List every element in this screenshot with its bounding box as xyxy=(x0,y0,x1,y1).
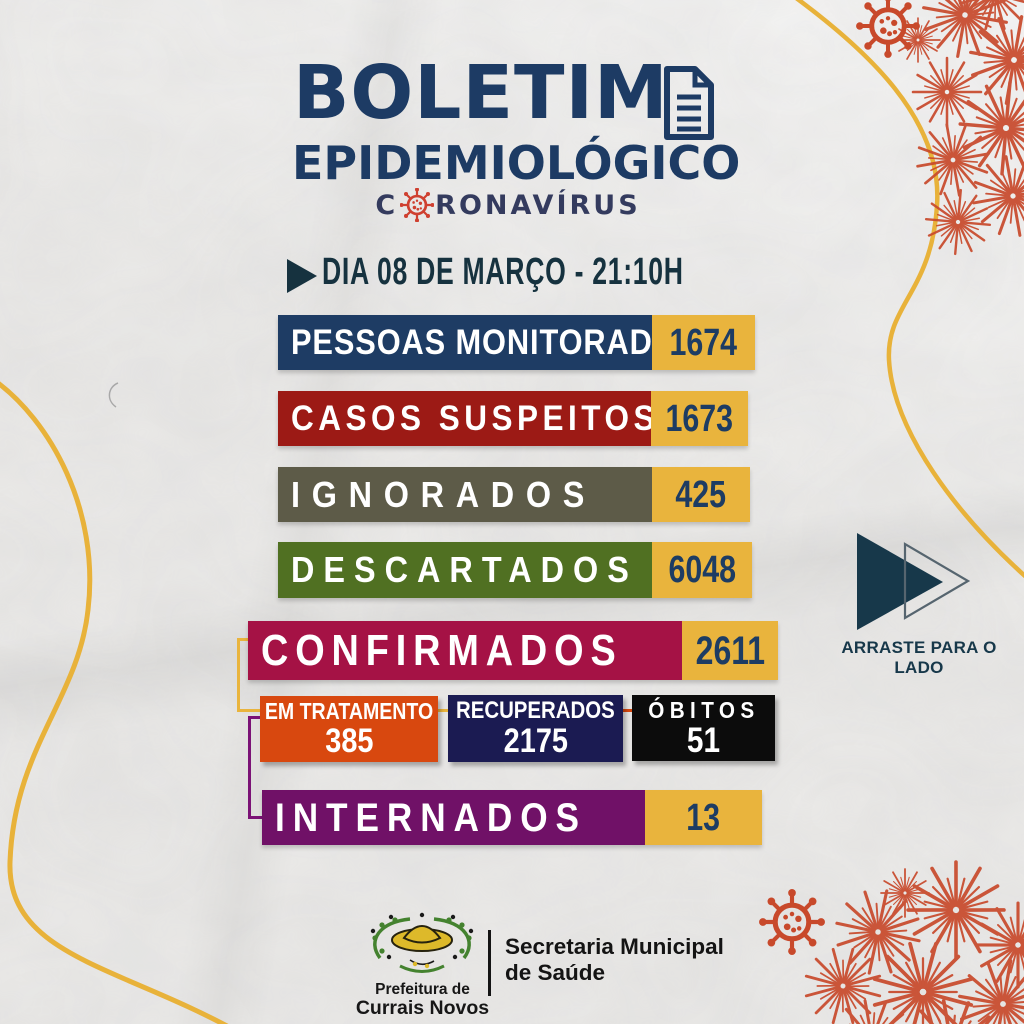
org-name-line2: de Saúde xyxy=(505,960,606,985)
sub-stat-value: 51 xyxy=(686,720,721,760)
sub-stat-value: 2175 xyxy=(503,722,568,760)
yellow-curve-right xyxy=(795,0,1024,579)
page-title-line1: BOLETIM xyxy=(293,50,669,136)
stat-value: 2611 xyxy=(682,621,778,680)
coronavirus-label: C RONAVÍRUS xyxy=(292,188,724,222)
virus-icon-bottom-right xyxy=(759,889,825,955)
starburst-cluster-bottom-right xyxy=(795,842,1024,1024)
sub-stat-label: EM TRATAMENTO xyxy=(264,698,434,724)
virus-icon-top-right xyxy=(856,0,920,58)
stat-bar-casos-suspeitos: CASOS SUSPEITOS 1673 xyxy=(278,391,748,446)
connector-yellow-vertical xyxy=(237,638,240,712)
stat-value: 1674 xyxy=(652,315,755,370)
stat-value: 6048 xyxy=(652,542,752,598)
coronavirus-suffix: RONAVÍRUS xyxy=(435,189,641,221)
stat-label: DESCARTADOS xyxy=(278,542,652,598)
stat-bar-confirmados: CONFIRMADOS 2611 xyxy=(248,621,778,680)
date-text: DIA 08 DE MARÇO - 21:10H xyxy=(322,251,684,293)
stat-label: IGNORADOS xyxy=(278,467,652,522)
stat-bar-descartados: DESCARTADOS 6048 xyxy=(278,542,752,598)
sub-stat-value: 385 xyxy=(324,722,374,760)
swipe-hint-text: ARRASTE PARA O LADO xyxy=(841,638,997,677)
sub-stat-em-tratamento: EM TRATAMENTO 385 xyxy=(260,696,438,762)
city-logo-line1: Prefeitura de xyxy=(375,981,470,998)
play-triangle-icon xyxy=(287,259,317,293)
yellow-curve-left xyxy=(0,381,229,1024)
footer-divider xyxy=(488,930,491,996)
arrow-solid-icon xyxy=(857,533,943,630)
city-logo-line2: Currais Novos xyxy=(355,997,490,1020)
sub-stat-label: RECUPERADOS xyxy=(456,697,615,724)
city-logo-text: Prefeitura de Currais Novos xyxy=(350,981,495,1019)
stat-bar-ignorados: IGNORADOS 425 xyxy=(278,467,750,522)
document-icon xyxy=(664,66,714,140)
stat-label: CONFIRMADOS xyxy=(248,621,682,680)
stat-bar-internados: INTERNADOS 13 xyxy=(262,790,762,845)
virus-o-icon xyxy=(400,188,435,222)
sub-stat-label: ÓBITOS xyxy=(647,696,760,723)
stat-label: PESSOAS MONITORADAS xyxy=(278,315,652,370)
pen-squiggle xyxy=(108,382,119,408)
stat-label: CASOS SUSPEITOS xyxy=(278,391,651,446)
connector-purple-vertical xyxy=(248,716,251,819)
sub-stat-obitos: ÓBITOS 51 xyxy=(632,695,775,761)
stat-value: 425 xyxy=(652,467,750,522)
city-logo-icon xyxy=(370,912,474,973)
stat-bar-pessoas-monitoradas: PESSOAS MONITORADAS 1674 xyxy=(278,315,755,370)
swipe-arrow-group[interactable] xyxy=(850,528,975,638)
starburst-cluster-top-right xyxy=(887,0,1024,258)
coronavirus-prefix: C xyxy=(375,189,399,221)
org-name-line1: Secretaria Municipal xyxy=(505,934,724,959)
sub-stat-recuperados: RECUPERADOS 2175 xyxy=(448,695,623,762)
page-title-line2: EPIDEMIOLÓGICO xyxy=(292,136,741,190)
stat-label: INTERNADOS xyxy=(262,790,645,845)
stat-value: 13 xyxy=(645,790,762,845)
stat-value: 1673 xyxy=(651,391,748,446)
org-name: Secretaria Municipal de Saúde xyxy=(505,934,724,986)
